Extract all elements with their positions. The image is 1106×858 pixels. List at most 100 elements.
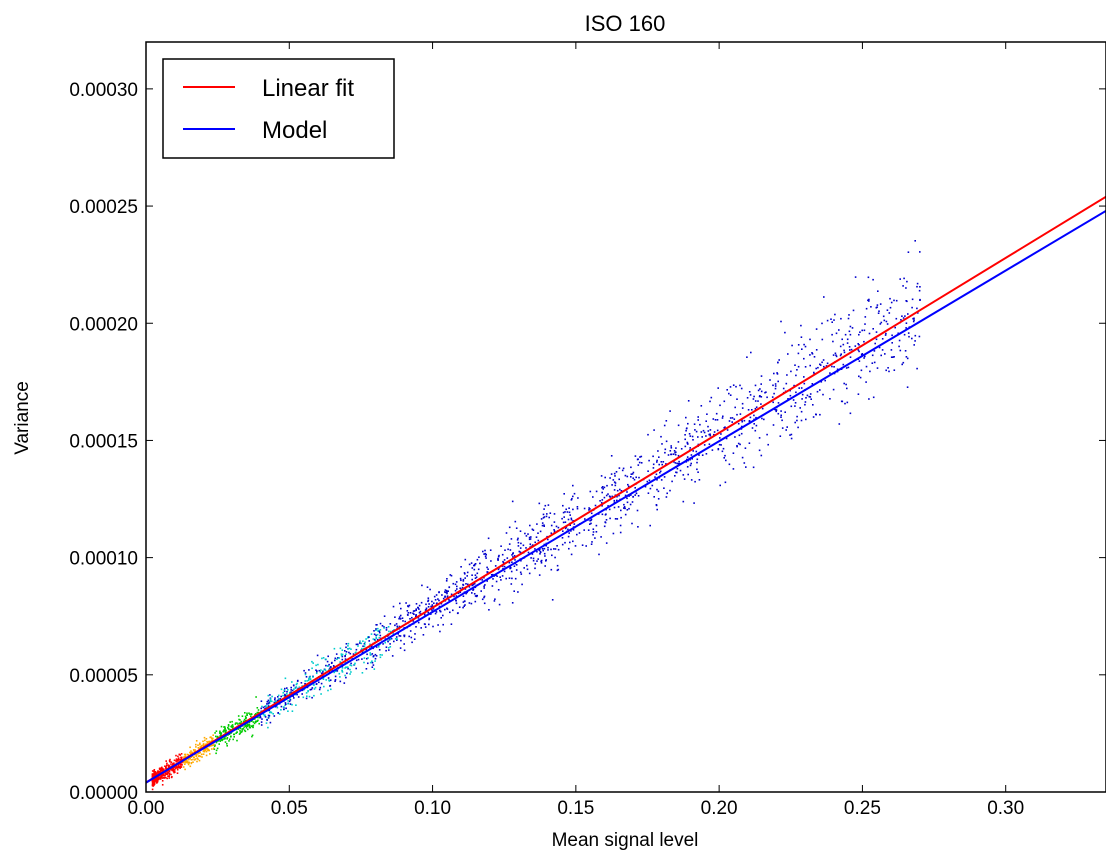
x-tick-label: 0.00 xyxy=(128,798,165,819)
scatter-point xyxy=(876,367,879,369)
scatter-point xyxy=(378,631,381,634)
scatter-point xyxy=(218,743,220,745)
scatter-point xyxy=(345,676,347,679)
scatter-point xyxy=(293,688,295,690)
scatter-point xyxy=(295,683,298,686)
scatter-point xyxy=(307,679,310,682)
scatter-point xyxy=(367,636,369,638)
scatter-point xyxy=(345,653,347,655)
scatter-point xyxy=(661,443,663,445)
scatter-point xyxy=(403,635,406,638)
scatter-point xyxy=(517,591,519,593)
scatter-point xyxy=(368,640,370,642)
scatter-point xyxy=(698,479,701,481)
scatter-point xyxy=(339,647,342,650)
scatter-point xyxy=(797,365,800,368)
scatter-point xyxy=(346,666,348,668)
scatter-point xyxy=(223,726,226,728)
y-tick-label: 0.00015 xyxy=(69,431,138,452)
scatter-point xyxy=(316,678,318,681)
scatter-point xyxy=(752,398,755,400)
scatter-point xyxy=(796,369,798,371)
scatter-point xyxy=(498,603,501,606)
scatter-point xyxy=(406,613,409,616)
scatter-point xyxy=(446,578,448,580)
scatter-point xyxy=(357,658,360,661)
scatter-point xyxy=(505,577,507,580)
scatter-point xyxy=(438,599,440,602)
scatter-point xyxy=(542,513,545,516)
scatter-point xyxy=(269,694,271,696)
scatter-point xyxy=(336,670,339,672)
scatter-point xyxy=(402,620,404,622)
scatter-point xyxy=(871,354,874,357)
scatter-point xyxy=(459,591,462,594)
scatter-point xyxy=(184,753,187,756)
scatter-point xyxy=(191,755,194,758)
scatter-point xyxy=(529,543,532,545)
scatter-point xyxy=(383,626,385,628)
scatter-point xyxy=(811,352,813,354)
fit-lines xyxy=(146,195,1106,784)
scatter-point xyxy=(902,285,904,287)
scatter-point xyxy=(229,738,231,741)
scatter-point xyxy=(689,458,691,461)
scatter-point xyxy=(327,655,329,658)
scatter-point xyxy=(692,450,694,452)
scatter-point xyxy=(442,623,444,626)
scatter-point xyxy=(780,320,782,323)
scatter-point xyxy=(202,750,205,752)
scatter-point xyxy=(363,661,365,664)
scatter-point xyxy=(169,760,171,763)
scatter-point xyxy=(732,468,735,470)
y-tick-label: 0.00010 xyxy=(69,549,138,570)
scatter-point xyxy=(403,649,406,652)
scatter-point xyxy=(521,583,523,586)
scatter-point xyxy=(192,749,195,751)
scatter-point xyxy=(556,545,558,547)
scatter-point xyxy=(269,700,271,703)
scatter-point xyxy=(821,322,823,325)
scatter-point xyxy=(525,535,528,537)
scatter-point xyxy=(510,583,513,585)
scatter-point xyxy=(364,641,366,644)
scatter-point xyxy=(796,419,798,422)
scatter-point xyxy=(224,741,227,743)
scatter-point xyxy=(653,496,655,498)
scatter-point xyxy=(619,488,621,491)
scatter-point xyxy=(289,691,291,694)
scatter-point xyxy=(490,574,493,576)
scatter-point xyxy=(752,466,755,469)
scatter-point xyxy=(181,764,183,766)
scatter-point xyxy=(174,767,177,770)
scatter-point xyxy=(854,345,857,347)
scatter-point xyxy=(481,579,483,581)
scatter-point xyxy=(707,425,709,428)
scatter-point xyxy=(394,616,396,618)
scatter-point xyxy=(709,433,711,435)
scatter-point xyxy=(518,550,521,553)
scatter-point xyxy=(453,595,455,598)
scatter-point xyxy=(684,438,686,441)
scatter-point xyxy=(480,590,482,592)
scatter-point xyxy=(375,637,378,640)
scatter-point xyxy=(590,519,592,522)
scatter-point xyxy=(372,664,375,666)
scatter-point xyxy=(885,332,887,335)
scatter-point xyxy=(208,749,210,752)
scatter-point xyxy=(353,663,356,666)
scatter-point xyxy=(500,579,502,581)
scatter-point xyxy=(344,655,346,658)
scatter-point xyxy=(247,724,249,726)
scatter-point xyxy=(760,390,763,393)
scatter-point xyxy=(849,349,851,351)
scatter-point xyxy=(613,472,616,475)
scatter-point xyxy=(623,507,625,509)
scatter-point xyxy=(434,599,437,601)
scatter-point xyxy=(511,554,513,556)
scatter-point xyxy=(486,580,488,582)
scatter-point xyxy=(239,732,242,734)
scatter-point xyxy=(225,730,227,733)
scatter-point xyxy=(592,496,594,498)
scatter-point xyxy=(462,580,465,582)
